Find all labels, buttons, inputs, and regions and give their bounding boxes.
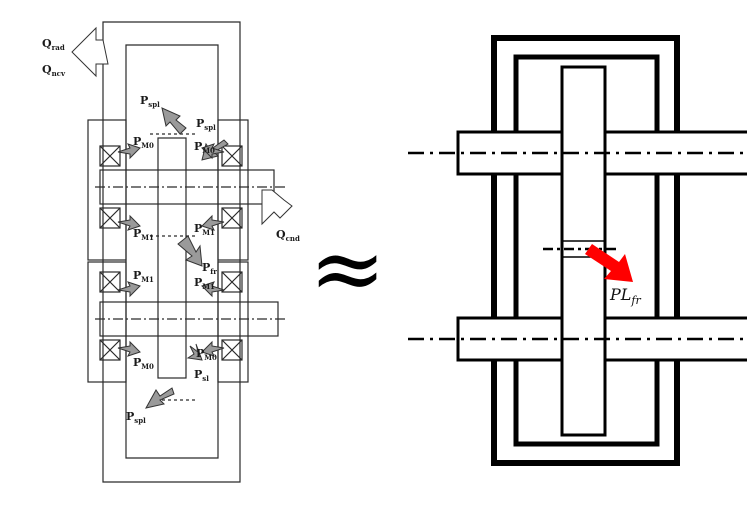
label-p-m0-upper-left: PM0 <box>133 135 154 150</box>
p-m0-upper-right-arrow <box>201 143 225 160</box>
label-p-spl-bottom: Pspl <box>126 410 146 425</box>
left-bearing-block-upper <box>87 119 127 261</box>
label-p-m0-upper-right: PM0 <box>194 140 215 155</box>
p-fr-arrow <box>177 235 203 267</box>
gear-tooth-lines <box>150 133 196 401</box>
left-bearing-block-lower <box>87 261 127 383</box>
right-centerlines <box>408 151 747 341</box>
label-pl-fr: PLfr <box>609 285 641 307</box>
label-p-m1-upper-right: PM1 <box>194 222 215 237</box>
housing-outer <box>102 21 241 483</box>
left-gearbox-drawing <box>87 21 285 483</box>
p-spl-bottom-arrow <box>145 387 175 409</box>
left-gear <box>157 137 187 379</box>
p-m1-lower-left-arrow <box>117 281 141 298</box>
p-sl-arrow <box>186 343 203 361</box>
p-m1-upper-right-arrow <box>201 214 225 231</box>
p-m0-upper-left-arrow <box>117 143 141 160</box>
left-figure-labels: Qrad Qncv Qcnd Pspl Pspl Pspl PM0 PM0 PM… <box>42 37 300 425</box>
label-p-fr: Pfr <box>202 261 217 276</box>
label-p-spl-top: Pspl <box>140 94 160 109</box>
label-p-sl: Psl <box>194 368 209 383</box>
pl-fr-arrow <box>585 244 633 282</box>
label-p-spl-right: Pspl <box>196 117 216 132</box>
bearing-crosses <box>99 145 243 361</box>
label-p-m1-lower-left: PM1 <box>133 269 154 284</box>
label-p-m0-lower-left: PM0 <box>133 356 154 371</box>
p-spl-top-arrow <box>161 107 187 135</box>
p-m0-lower-right-arrow <box>201 340 225 357</box>
approx-symbol: ≈ <box>309 215 386 322</box>
label-q-ncv: Qncv <box>42 63 66 78</box>
label-p-m1-upper-left: PM1 <box>133 227 154 242</box>
label-p-m1-lower-right: PM1 <box>194 276 215 291</box>
label-q-cnd: Qcnd <box>276 228 300 243</box>
right-bearing-block-lower <box>217 261 249 383</box>
right-bearing-block-upper <box>217 119 249 261</box>
p-m0-lower-left-arrow <box>117 340 141 357</box>
q-rad-arrow <box>71 26 109 78</box>
label-q-rad: Qrad <box>42 37 65 52</box>
q-cnd-arrow <box>261 189 293 226</box>
p-m1-lower-right-arrow <box>201 281 225 298</box>
label-p-m0-lower-right: PM0 <box>196 347 217 362</box>
left-heat-arrows <box>71 26 293 409</box>
p-m1-upper-left-arrow <box>117 214 141 231</box>
right-simplified-model <box>456 35 747 466</box>
